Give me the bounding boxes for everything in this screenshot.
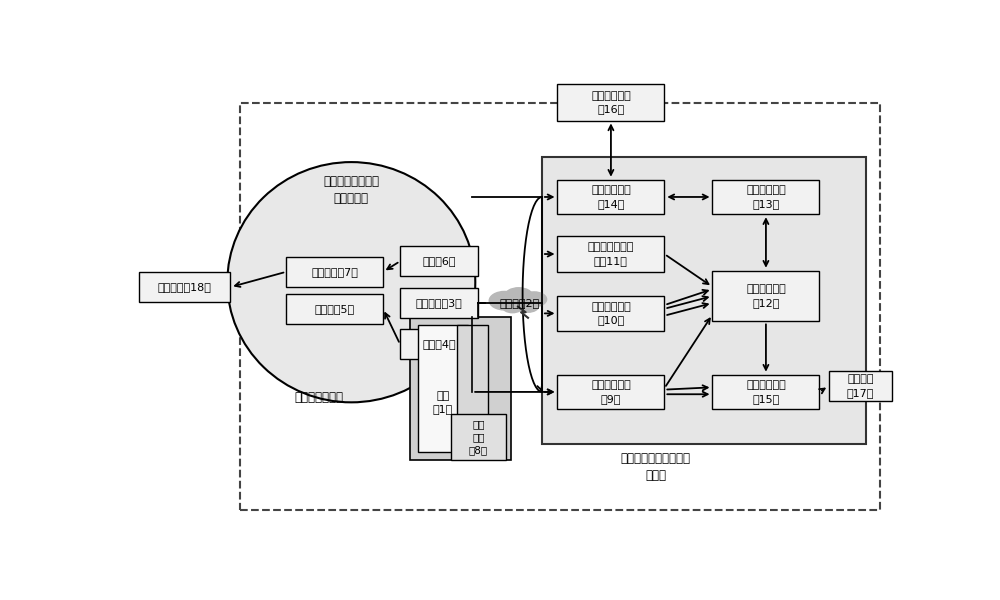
Bar <box>557 296 664 331</box>
Bar <box>400 329 478 359</box>
Text: 温包
（1）: 温包 （1） <box>433 391 453 414</box>
Bar <box>542 157 866 444</box>
Text: 远方显示
（17）: 远方显示 （17） <box>847 374 874 398</box>
Bar <box>557 374 664 409</box>
Text: 测温
元件
（8）: 测温 元件 （8） <box>469 419 488 455</box>
Bar <box>139 272 230 302</box>
Bar <box>450 414 506 460</box>
Text: 测温装置指针显示
及控制部分: 测温装置指针显示 及控制部分 <box>323 175 379 205</box>
Text: 指针（4）: 指针（4） <box>422 340 456 349</box>
Circle shape <box>505 288 533 304</box>
Text: 弹性元件（3）: 弹性元件（3） <box>416 298 462 308</box>
Circle shape <box>489 292 520 310</box>
Text: 毛细管（2）: 毛细管（2） <box>499 298 540 308</box>
Bar <box>400 246 478 276</box>
Text: 环境温度监测模
块（11）: 环境温度监测模 块（11） <box>588 242 634 266</box>
Text: 拨叉（6）: 拨叉（6） <box>422 256 456 266</box>
Bar <box>418 325 468 452</box>
Circle shape <box>517 299 539 312</box>
Bar <box>712 271 819 322</box>
Text: 复合温度传感器: 复合温度传感器 <box>294 391 343 404</box>
Bar <box>286 294 383 324</box>
Bar <box>240 103 880 510</box>
Bar <box>557 179 664 214</box>
Text: 在线校准终端
（16）: 在线校准终端 （16） <box>591 91 631 114</box>
Text: 温度输出模块
（15）: 温度输出模块 （15） <box>746 380 786 404</box>
Bar <box>400 288 478 318</box>
Bar <box>557 85 664 121</box>
Bar <box>712 179 819 214</box>
Circle shape <box>522 292 547 307</box>
Text: 内部存储模块
（13）: 内部存储模块 （13） <box>746 185 786 209</box>
Text: 刻度盘（5）: 刻度盘（5） <box>315 304 355 314</box>
Text: 保护系统（18）: 保护系统（18） <box>158 282 212 292</box>
Bar <box>457 325 488 452</box>
Circle shape <box>502 301 523 313</box>
Text: 测温装置在线校准及远
传部分: 测温装置在线校准及远 传部分 <box>621 452 691 482</box>
Bar <box>712 374 819 409</box>
Ellipse shape <box>227 162 475 403</box>
Bar <box>557 236 664 272</box>
Bar <box>410 317 511 460</box>
Text: 无线通讯模块
（14）: 无线通讯模块 （14） <box>591 185 631 209</box>
Bar <box>829 371 892 401</box>
Text: 时间管理模块
（10）: 时间管理模块 （10） <box>591 302 631 325</box>
Text: 控制部件（7）: 控制部件（7） <box>311 267 358 277</box>
Bar <box>286 257 383 287</box>
Text: 智能校准模块
（12）: 智能校准模块 （12） <box>746 284 786 308</box>
Text: 模数转换模块
（9）: 模数转换模块 （9） <box>591 380 631 404</box>
